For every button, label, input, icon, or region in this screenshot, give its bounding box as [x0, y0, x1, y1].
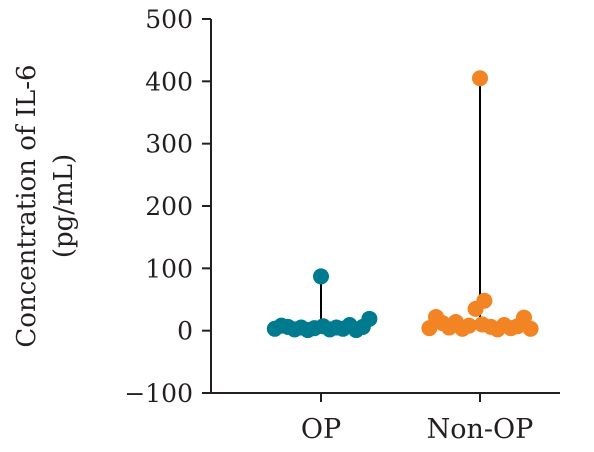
y-tick-label: 200 — [145, 192, 193, 221]
y-axis: −100 0 100 200 300 400 500 — [124, 5, 212, 408]
data-point — [522, 320, 539, 337]
x-axis: OP Non-OP — [211, 392, 560, 445]
data-point — [313, 268, 329, 285]
y-axis-title: (pg/mL) — [49, 154, 79, 258]
y-tick-label: 0 — [177, 317, 193, 346]
y-tick-label: 300 — [145, 130, 193, 159]
data-point — [472, 70, 488, 87]
data-point — [476, 292, 493, 309]
y-axis-label: Concentration of IL-6 (pg/mL) — [12, 64, 79, 347]
series-op — [266, 268, 378, 339]
data-point — [361, 310, 378, 327]
plot-area — [266, 70, 539, 339]
series-non-op — [421, 70, 539, 338]
y-tick-label: −100 — [124, 379, 193, 408]
y-tick-label: 500 — [145, 5, 193, 34]
data-point — [461, 317, 477, 334]
x-tick-label: Non-OP — [427, 414, 534, 445]
y-axis-title: Concentration of IL-6 — [12, 64, 42, 347]
x-tick-label: OP — [301, 414, 341, 445]
y-tick-label: 400 — [145, 67, 193, 96]
y-tick-label: 100 — [145, 254, 193, 283]
